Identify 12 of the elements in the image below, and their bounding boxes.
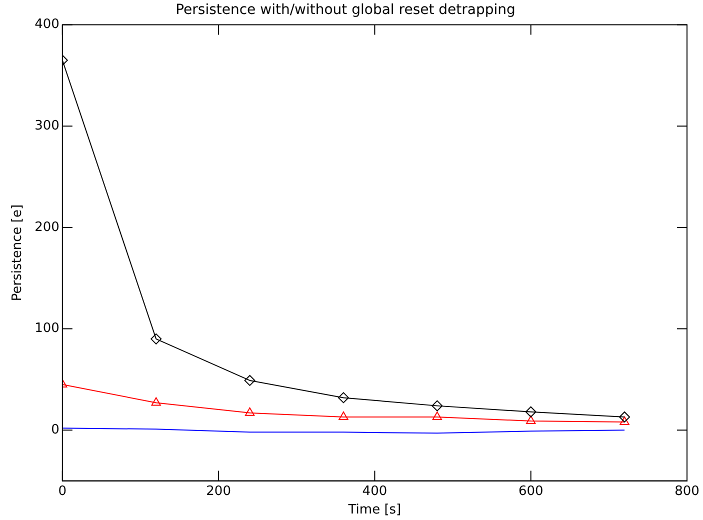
x-tick-label: 400 xyxy=(362,484,388,499)
y-tick-label: 0 xyxy=(51,422,60,438)
y-tick-label: 200 xyxy=(34,220,60,235)
y-tick-label: 100 xyxy=(34,321,60,336)
x-axis-title: Time [s] xyxy=(347,502,402,518)
x-tick-label: 200 xyxy=(206,484,231,499)
x-tick-label: 600 xyxy=(518,484,544,499)
y-axis-title: Persistence [e] xyxy=(10,204,26,302)
y-tick-label: 400 xyxy=(34,17,60,32)
y-tick-label: 300 xyxy=(34,118,60,134)
x-tick-label: 800 xyxy=(674,484,700,499)
chart-title: Persistence with/without global reset detrapping xyxy=(176,2,516,18)
